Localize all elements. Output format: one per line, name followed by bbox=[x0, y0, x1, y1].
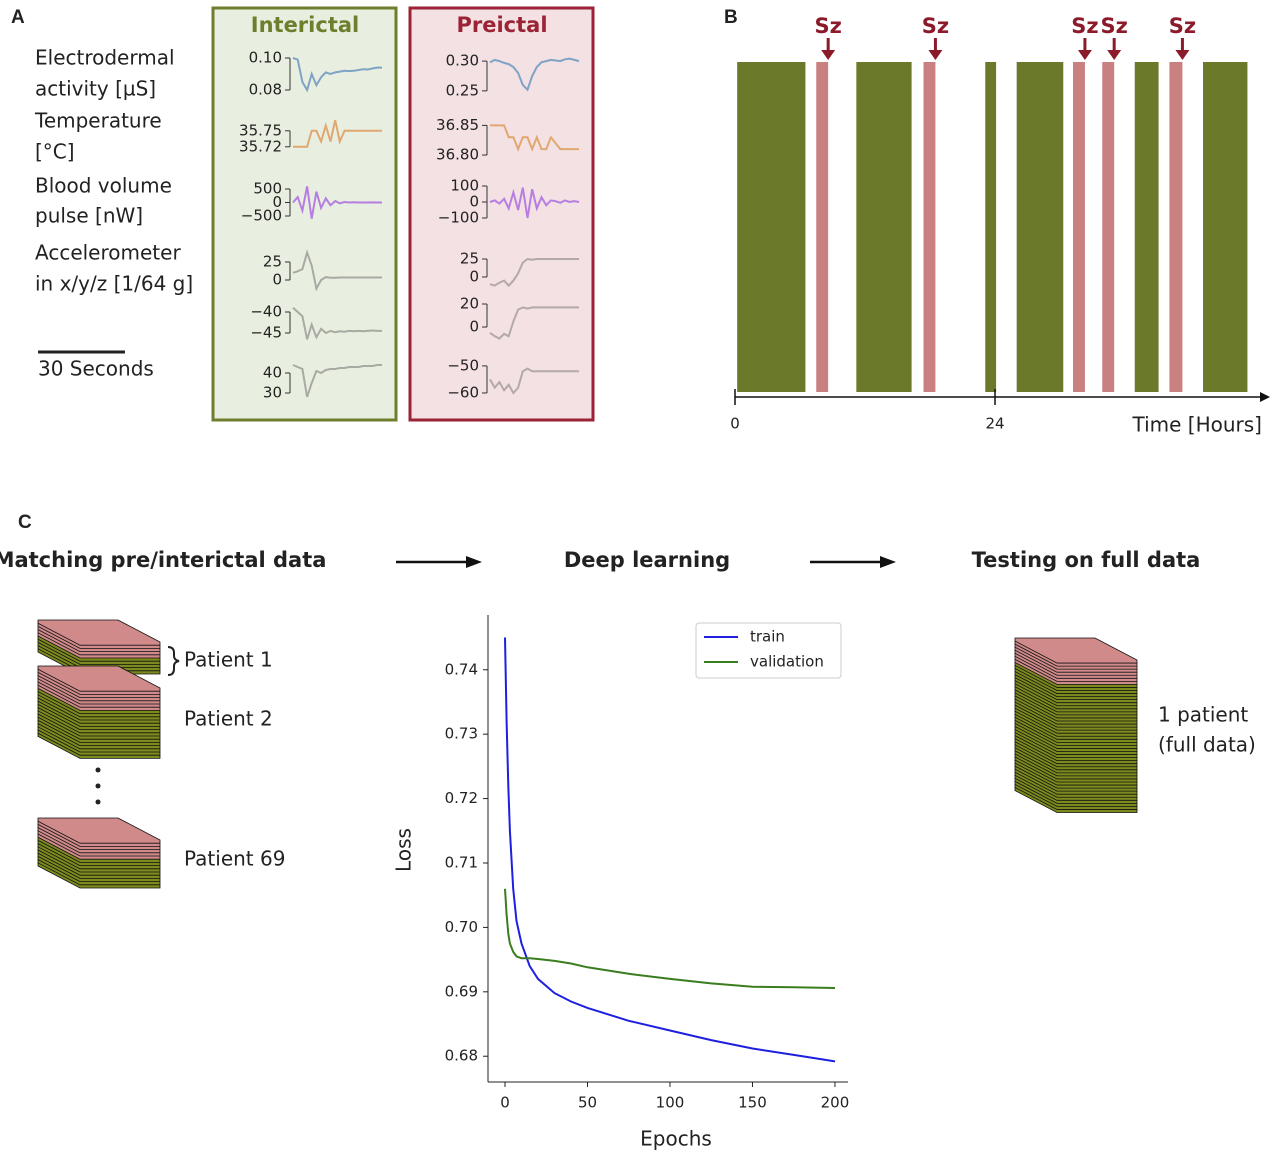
line-series bbox=[505, 889, 835, 988]
patient-label: Patient 1 bbox=[184, 648, 273, 672]
signal-label: activity [µS] bbox=[35, 77, 156, 101]
condition-title: Interictal bbox=[251, 13, 359, 37]
y-tick-label: 0.68 bbox=[445, 1047, 478, 1065]
signal-label: pulse [nW] bbox=[35, 204, 143, 228]
preictal-segment bbox=[1102, 62, 1114, 392]
patient-label: Patient 2 bbox=[184, 707, 273, 731]
signal-label: Accelerometer bbox=[35, 241, 181, 265]
tick-label: −500 bbox=[241, 207, 282, 225]
seizure-label: Sz bbox=[1169, 14, 1196, 38]
scale-bar-label: 30 Seconds bbox=[38, 357, 154, 381]
seizure-arrow-head bbox=[1107, 50, 1121, 60]
preictal-segment bbox=[924, 62, 936, 392]
y-tick-label: 0.69 bbox=[445, 982, 478, 1000]
test-label: (full data) bbox=[1158, 733, 1256, 757]
interictal-segment bbox=[1135, 62, 1159, 392]
legend-label: validation bbox=[750, 653, 824, 671]
tick-label: 36.85 bbox=[436, 116, 479, 134]
seizure-arrow-head bbox=[928, 50, 942, 60]
panel-label: A bbox=[11, 7, 25, 28]
tick-label: 0.08 bbox=[249, 81, 282, 99]
y-tick-label: 0.71 bbox=[445, 853, 478, 871]
tick-label: 0 bbox=[272, 270, 282, 288]
x-tick-label: 150 bbox=[738, 1094, 767, 1112]
tick-label: 30 bbox=[263, 384, 282, 402]
panel-label: C bbox=[18, 512, 32, 533]
tick-label: 24 bbox=[985, 415, 1004, 433]
interictal-segment bbox=[856, 62, 911, 392]
signal-label: Electrodermal bbox=[35, 46, 175, 70]
step-title: Matching pre/interictal data bbox=[0, 548, 326, 572]
seizure-label: Sz bbox=[922, 14, 949, 38]
tick-label: 25 bbox=[263, 252, 282, 270]
brace bbox=[168, 647, 179, 675]
y-axis-title: Loss bbox=[392, 828, 416, 872]
x-tick-label: 200 bbox=[821, 1094, 850, 1112]
seizure-label: Sz bbox=[1071, 14, 1098, 38]
tick-label: −100 bbox=[438, 209, 479, 227]
tick-label: −60 bbox=[447, 383, 479, 401]
seizure-label: Sz bbox=[1100, 14, 1127, 38]
tick-label: 0.10 bbox=[249, 49, 282, 67]
interictal-segment bbox=[737, 62, 805, 392]
axis-arrow bbox=[1260, 392, 1270, 402]
interictal-segment bbox=[985, 62, 996, 392]
signal-label: [°C] bbox=[35, 140, 75, 164]
signal-label: Blood volume bbox=[35, 174, 172, 198]
x-tick-label: 50 bbox=[578, 1094, 597, 1112]
preictal-segment bbox=[1169, 62, 1182, 392]
tick-label: 0 bbox=[469, 267, 479, 285]
figure: A B C 30 Seconds Matching pre/interictal… bbox=[0, 0, 1271, 1151]
y-tick-label: 0.74 bbox=[445, 660, 478, 678]
preictal-segment bbox=[816, 62, 828, 392]
tick-label: 0.30 bbox=[446, 52, 479, 70]
tick-label: −50 bbox=[447, 356, 479, 374]
y-tick-label: 0.70 bbox=[445, 918, 478, 936]
step-title: Testing on full data bbox=[972, 548, 1201, 572]
tick-label: 36.80 bbox=[436, 146, 479, 164]
tick-label: 40 bbox=[263, 364, 282, 382]
x-tick-label: 0 bbox=[500, 1094, 510, 1112]
x-tick-label: 100 bbox=[656, 1094, 685, 1112]
step-title: Deep learning bbox=[564, 548, 730, 572]
x-axis-title: Epochs bbox=[640, 1127, 712, 1151]
interictal-segment bbox=[1203, 62, 1247, 392]
seizure-label: Sz bbox=[814, 14, 841, 38]
tick-label: 25 bbox=[460, 250, 479, 268]
y-tick-label: 0.72 bbox=[445, 789, 478, 807]
line-series bbox=[505, 638, 835, 1062]
legend-label: train bbox=[750, 628, 785, 646]
tick-label: 20 bbox=[460, 294, 479, 312]
seizure-arrow-head bbox=[1078, 50, 1092, 60]
seizure-arrow-head bbox=[1175, 50, 1189, 60]
condition-title: Preictal bbox=[456, 13, 547, 37]
panel-label: B bbox=[724, 7, 738, 28]
tick-label: 0 bbox=[469, 318, 479, 336]
tick-label: −45 bbox=[250, 324, 282, 342]
tick-label: 0.25 bbox=[446, 81, 479, 99]
tick-label: 0 bbox=[730, 415, 740, 433]
signal-label: in x/y/z [1/64 g] bbox=[35, 272, 193, 296]
y-tick-label: 0.73 bbox=[445, 725, 478, 743]
axis-title: Time [Hours] bbox=[1131, 413, 1262, 437]
patient-label: Patient 69 bbox=[184, 847, 285, 871]
ellipsis bbox=[96, 768, 101, 805]
tick-label: −40 bbox=[250, 302, 282, 320]
preictal-segment bbox=[1073, 62, 1085, 392]
seizure-arrow-head bbox=[821, 50, 835, 60]
interictal-segment bbox=[1017, 62, 1064, 392]
signal-label: Temperature bbox=[34, 109, 162, 133]
tick-label: 35.72 bbox=[239, 137, 282, 155]
test-label: 1 patient bbox=[1158, 703, 1248, 727]
